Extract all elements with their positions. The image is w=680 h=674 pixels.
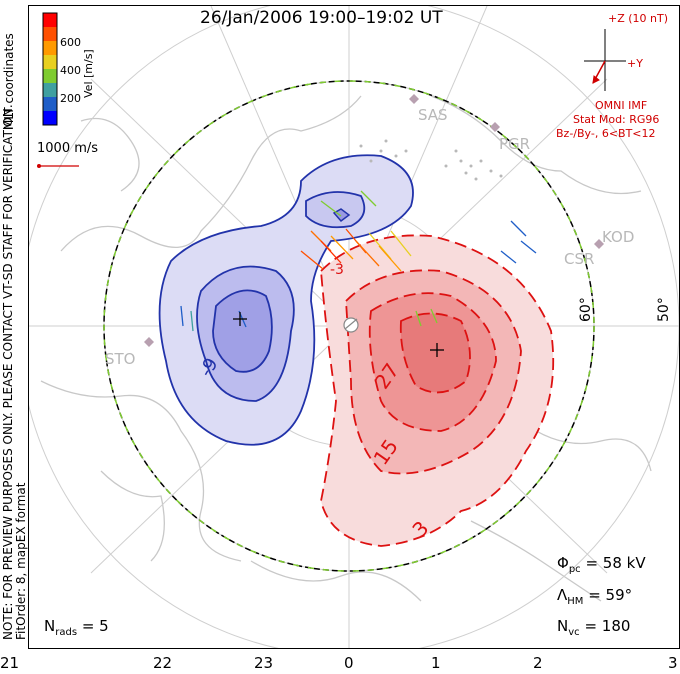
phi-value: = 58 kV bbox=[585, 554, 646, 572]
potential-extrema-markers bbox=[233, 312, 444, 357]
colorbar-label: Vel [m/s] bbox=[82, 49, 95, 98]
hm-boundary-green bbox=[103, 80, 595, 572]
mlt-tick-0: 0 bbox=[344, 654, 354, 672]
latitude-50: 50° bbox=[656, 297, 672, 322]
nrads-stat: Nrads = 5 bbox=[44, 617, 109, 638]
lambda-value: = 59° bbox=[588, 586, 633, 604]
nvc-sub: vc bbox=[568, 627, 580, 638]
phi-sub: pc bbox=[568, 564, 581, 575]
imf-y-label: +Y bbox=[627, 57, 643, 70]
station-sas: SAS bbox=[418, 106, 448, 124]
station-pgr: PGR bbox=[499, 135, 531, 153]
mlt-tick-3: 3 bbox=[668, 654, 678, 672]
station-csr: CSR bbox=[564, 250, 595, 268]
station-sto: STO bbox=[105, 350, 136, 368]
nvc-stat: Nvc = 180 bbox=[557, 617, 630, 638]
map-frame bbox=[28, 5, 680, 649]
nvc-symbol: N bbox=[557, 617, 569, 635]
stat-model: Stat Mod: RG96 bbox=[573, 113, 660, 126]
latitude-60: 60° bbox=[578, 297, 594, 322]
mlt-tick-22: 22 bbox=[153, 654, 173, 672]
mlt-tick-1: 1 bbox=[431, 654, 441, 672]
convection-map bbox=[29, 6, 679, 648]
potential-contours bbox=[158, 154, 555, 547]
map-title: 26/Jan/2006 19:00–19:02 UT bbox=[200, 8, 443, 28]
nrads-symbol: N bbox=[44, 617, 56, 635]
velocity-vectors bbox=[180, 190, 537, 332]
imf-source: OMNI IMF bbox=[595, 99, 648, 112]
mlt-tick-2: 2 bbox=[533, 654, 543, 672]
lambda-sub: HM bbox=[567, 596, 584, 607]
colorbar bbox=[42, 12, 58, 126]
imf-clock bbox=[584, 29, 626, 91]
pole-marker-line bbox=[344, 318, 358, 330]
colorbar-tick-400: 400 bbox=[60, 64, 81, 77]
imf-condition: Bz-/By-, 6<BT<12 bbox=[556, 127, 656, 140]
vector-scale-dot bbox=[37, 164, 41, 168]
colorbar-tick-200: 200 bbox=[60, 92, 81, 105]
imf-z-label: +Z (10 nT) bbox=[608, 12, 669, 25]
vector-scale-label: 1000 m/s bbox=[37, 141, 99, 156]
fit-order-note: FitOrder: 8, mapEX format bbox=[14, 482, 28, 640]
lambda-symbol: Λ bbox=[557, 586, 568, 604]
phi-pc-stat: Φpc = 58 kV bbox=[557, 554, 646, 575]
nrads-value: = 5 bbox=[81, 617, 109, 635]
station-kod: KOD bbox=[602, 228, 635, 246]
radar-points bbox=[359, 139, 503, 181]
lambda-hm-stat: ΛHM = 59° bbox=[557, 586, 632, 607]
mlt-coordinates-label: MLT coordinates bbox=[2, 33, 16, 130]
colorbar-tick-600: 600 bbox=[60, 36, 81, 49]
mlt-tick-23: 23 bbox=[254, 654, 274, 672]
contour-label-neg3: -3 bbox=[330, 262, 344, 278]
coastlines bbox=[40, 95, 652, 602]
preview-note: NOTE: FOR PREVIEW PURPOSES ONLY. PLEASE … bbox=[1, 104, 28, 640]
phi-symbol: Φ bbox=[557, 554, 569, 572]
nvc-value: = 180 bbox=[584, 617, 631, 635]
mlt-tick-21: 21 bbox=[0, 654, 20, 672]
nrads-sub: rads bbox=[55, 627, 78, 638]
station-markers bbox=[144, 94, 604, 347]
